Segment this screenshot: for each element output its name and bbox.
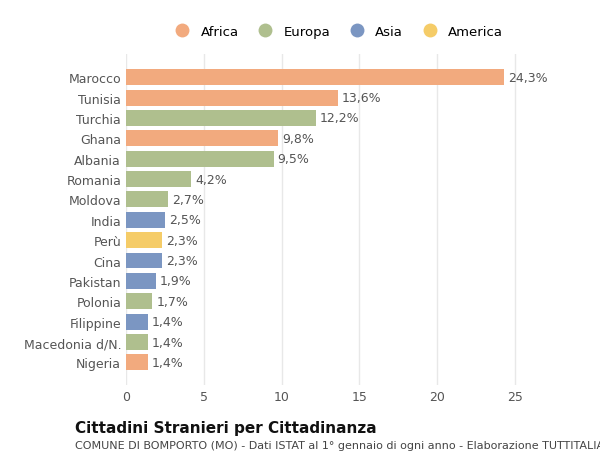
Bar: [126, 355, 148, 370]
Text: 12,2%: 12,2%: [320, 112, 359, 125]
Bar: [126, 70, 504, 86]
Bar: [126, 213, 165, 228]
Text: 1,4%: 1,4%: [152, 315, 184, 329]
Text: 9,8%: 9,8%: [283, 133, 314, 146]
Text: 1,4%: 1,4%: [152, 336, 184, 349]
Bar: [126, 131, 278, 147]
Text: 2,5%: 2,5%: [169, 214, 200, 227]
Text: 13,6%: 13,6%: [341, 92, 381, 105]
Text: 1,7%: 1,7%: [157, 295, 188, 308]
Bar: [126, 314, 148, 330]
Bar: [126, 294, 152, 309]
Text: 2,3%: 2,3%: [166, 234, 197, 247]
Bar: [126, 334, 148, 350]
Text: 2,3%: 2,3%: [166, 254, 197, 268]
Text: Cittadini Stranieri per Cittadinanza: Cittadini Stranieri per Cittadinanza: [75, 420, 377, 435]
Bar: [126, 172, 191, 188]
Bar: [126, 233, 162, 249]
Text: COMUNE DI BOMPORTO (MO) - Dati ISTAT al 1° gennaio di ogni anno - Elaborazione T: COMUNE DI BOMPORTO (MO) - Dati ISTAT al …: [75, 440, 600, 450]
Text: 9,5%: 9,5%: [278, 153, 310, 166]
Bar: [126, 90, 338, 106]
Bar: [126, 151, 274, 167]
Bar: [126, 111, 316, 127]
Text: 2,7%: 2,7%: [172, 194, 204, 207]
Legend: Africa, Europa, Asia, America: Africa, Europa, Asia, America: [165, 22, 507, 43]
Bar: [126, 192, 168, 208]
Bar: [126, 274, 155, 289]
Text: 24,3%: 24,3%: [508, 72, 548, 84]
Bar: [126, 253, 162, 269]
Text: 1,9%: 1,9%: [160, 275, 191, 288]
Text: 1,4%: 1,4%: [152, 356, 184, 369]
Text: 4,2%: 4,2%: [195, 173, 227, 186]
